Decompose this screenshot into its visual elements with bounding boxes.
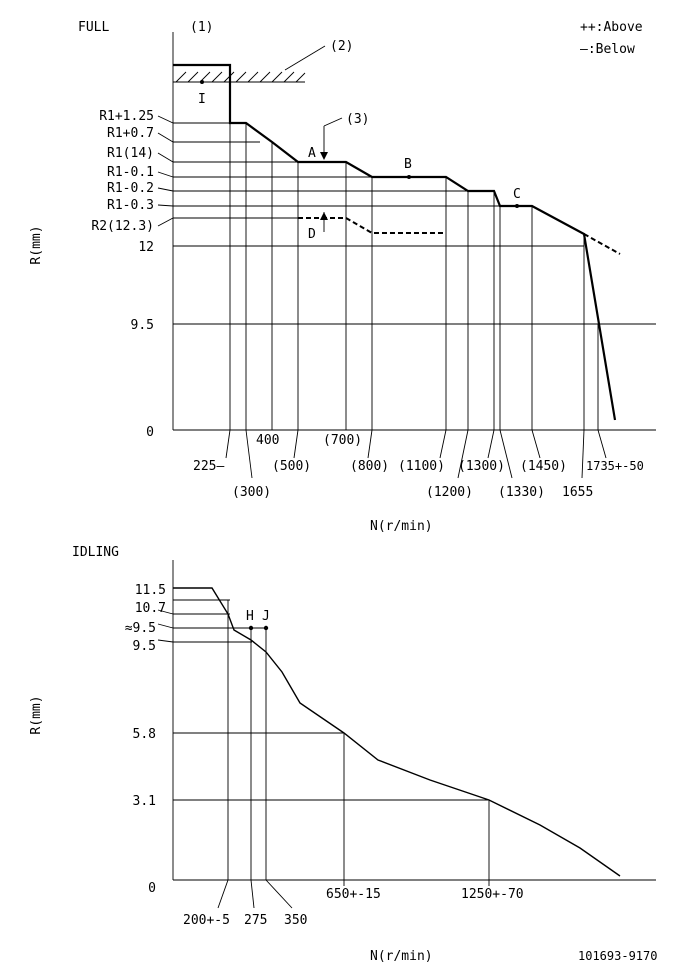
full-y-leaders xyxy=(157,115,174,227)
full-x-axis-title: N(r/min) xyxy=(370,519,433,534)
point-j-dot xyxy=(263,625,269,631)
full-x-label-500: (500) xyxy=(272,459,311,474)
full-y-label-r2: R2(12.3) xyxy=(91,219,154,234)
marker-3: (3) xyxy=(346,112,369,127)
idling-y-leaders xyxy=(157,609,174,643)
full-y-label-r1-14: R1(14) xyxy=(107,146,154,161)
full-y-axis-title: R(mm) xyxy=(29,225,44,264)
point-j-label: J xyxy=(262,609,270,624)
idling-x-label-275: 275 xyxy=(244,913,267,928)
full-x-label-1330: (1330) xyxy=(498,485,545,500)
full-x-label-300: (300) xyxy=(232,485,271,500)
marker-1: (1) xyxy=(190,20,213,35)
stopper-hatch xyxy=(175,71,306,83)
full-y-label-9-5: 9.5 xyxy=(131,318,154,333)
idling-ref-lines xyxy=(173,599,489,801)
full-x-label-400: 400 xyxy=(256,433,279,448)
full-x-leaders xyxy=(225,429,607,479)
idling-y-label-10-7: 10.7 xyxy=(135,601,166,616)
marker-2-leader xyxy=(284,45,326,71)
idling-curve xyxy=(173,587,621,877)
full-x-label-1735: 1735+-50 xyxy=(586,459,644,473)
full-x-label-1300: (1300) xyxy=(458,459,505,474)
full-x-label-1450: (1450) xyxy=(520,459,567,474)
idling-y-label-approx-9-5: ≈9.5 xyxy=(125,621,156,636)
full-y-label-12: 12 xyxy=(138,240,154,255)
full-x-label-1100: (1100) xyxy=(398,459,445,474)
idling-y-label-11-5: 11.5 xyxy=(135,583,166,598)
legend-above: ++:Above xyxy=(580,20,643,35)
point-i-dot xyxy=(200,80,204,84)
legend-below: —:Below xyxy=(580,42,635,57)
idling-vertical-lines xyxy=(227,600,490,880)
full-load-curve xyxy=(173,63,617,421)
full-chart: FULL (1) ++:Above —:Below (2) xyxy=(29,20,656,534)
idling-x-label-200: 200+-5 xyxy=(183,913,230,928)
full-x-label-700: (700) xyxy=(323,433,362,448)
full-title: FULL xyxy=(78,20,109,35)
full-above-extension xyxy=(583,233,621,255)
marker-2: (2) xyxy=(330,39,353,54)
point-d-label: D xyxy=(308,227,316,242)
full-x-label-800: (800) xyxy=(350,459,389,474)
full-y-label-r1-minus-0-1: R1-0.1 xyxy=(107,165,154,180)
idling-title: IDLING xyxy=(72,545,119,560)
idling-y-label-3-1: 3.1 xyxy=(133,794,156,809)
idling-y-label-5-8: 5.8 xyxy=(133,727,156,742)
arrow-d-head xyxy=(320,212,328,220)
idling-x-axis-title: N(r/min) xyxy=(370,949,433,964)
point-i-label: I xyxy=(198,92,206,107)
point-h-dot xyxy=(248,625,254,631)
idling-y-label-9-5: 9.5 xyxy=(133,639,156,654)
idling-x-leaders xyxy=(217,879,490,909)
full-y-label-r1-plus-0-7: R1+0.7 xyxy=(107,126,154,141)
full-y-label-r1-minus-0-3: R1-0.3 xyxy=(107,198,154,213)
idling-x-label-1250: 1250+-70 xyxy=(461,887,524,902)
point-b-label: B xyxy=(404,157,412,172)
full-vertical-lines xyxy=(229,123,599,430)
part-number: 101693-9170 xyxy=(578,949,657,963)
full-ref-lines xyxy=(173,122,656,325)
point-a-label: A xyxy=(308,146,316,161)
idling-x-label-350: 350 xyxy=(284,913,307,928)
full-y-label-r1-minus-0-2: R1-0.2 xyxy=(107,181,154,196)
point-b-dot xyxy=(407,175,411,179)
idling-y-label-0: 0 xyxy=(148,881,156,896)
full-x-label-225: 225— xyxy=(193,459,224,474)
point-h-label: H xyxy=(246,609,254,624)
marker-3-leader xyxy=(323,117,343,127)
full-x-label-1655: 1655 xyxy=(562,485,593,500)
arrow-a-head xyxy=(320,152,328,160)
full-x-label-1200: (1200) xyxy=(426,485,473,500)
full-y-label-r1-plus-1-25: R1+1.25 xyxy=(99,109,154,124)
full-y-label-0: 0 xyxy=(146,425,154,440)
point-c-dot xyxy=(515,204,519,208)
idling-x-label-650: 650+-15 xyxy=(326,887,381,902)
point-c-label: C xyxy=(513,187,521,202)
idling-chart: IDLING xyxy=(29,545,656,964)
idling-y-axis-title: R(mm) xyxy=(29,695,44,734)
